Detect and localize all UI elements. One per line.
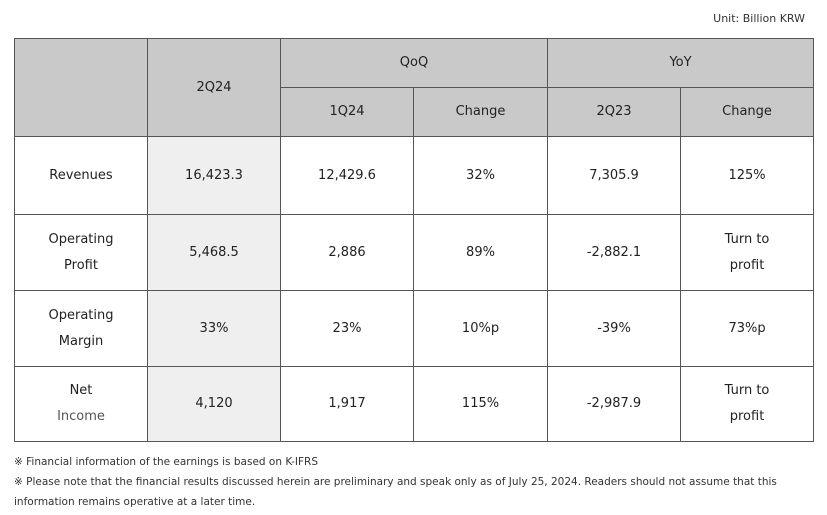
row-label-line: Margin [58, 333, 104, 349]
footnote: ※ Please note that the financial results… [14, 476, 777, 508]
row-label-operating-profit: Operating Profit [14, 214, 148, 291]
cell-qoq-change: 10%p [412, 290, 549, 367]
cell-yoy-change: 73%p [680, 290, 815, 367]
cell-yoy-change-line: Turn to [724, 231, 770, 247]
cell-qoq-prev: 23% [280, 290, 414, 367]
cell-yoy-change-line: 125% [728, 167, 766, 183]
header-row-2: 1Q24 Change 2Q23 Change [15, 87, 815, 137]
earnings-table: 2Q24 QoQ YoY 1Q24 Change 2Q23 Change Rev… [14, 38, 815, 442]
cell-qoq-change: 89% [412, 214, 549, 291]
header-yoy: YoY [547, 38, 815, 88]
cell-current: 33% [147, 290, 281, 367]
footnotes: ※ Financial information of the earnings … [14, 452, 804, 512]
header-row-1: 2Q24 QoQ YoY [14, 38, 815, 137]
row-label-operating-margin: Operating Margin [14, 290, 148, 367]
header-yoy-prev: 2Q23 [547, 87, 682, 137]
header-yoy-change: Change [680, 87, 815, 137]
unit-label: Unit: Billion KRW [713, 12, 805, 25]
cell-yoy-change: Turn to profit [680, 366, 815, 442]
header-corner [14, 38, 148, 137]
row-label-line: Net [69, 383, 93, 398]
row-label-line: Profit [64, 257, 98, 273]
row-label-line: Revenues [49, 167, 113, 183]
cell-yoy-change: Turn to profit [680, 214, 815, 291]
table-row: Operating Margin 33% 23% 10%p -39% 73%p [14, 290, 815, 367]
header-current-period: 2Q24 [147, 38, 281, 137]
row-label-line: Income [57, 409, 105, 424]
footnote: ※ Financial information of the earnings … [14, 456, 318, 468]
header-qoq-prev: 1Q24 [280, 87, 414, 137]
row-label-line: Operating [48, 307, 114, 323]
header-qoq: QoQ [279, 38, 549, 88]
cell-qoq-prev: 2,886 [280, 214, 414, 291]
row-label-line: Operating [48, 231, 114, 247]
cell-current: 5,468.5 [147, 214, 281, 291]
row-label-net-income: Net Income [14, 366, 148, 442]
cell-yoy-prev: -39% [547, 290, 682, 367]
cell-yoy-prev: -2,882.1 [547, 214, 682, 291]
cell-yoy-change-line: profit [729, 257, 765, 273]
cell-qoq-prev: 12,429.6 [280, 136, 414, 215]
cell-current: 16,423.3 [147, 136, 281, 215]
cell-qoq-change: 115% [412, 366, 549, 442]
cell-yoy-change: 125% [680, 136, 815, 215]
cell-qoq-change: 32% [412, 136, 549, 215]
cell-yoy-change-line: profit [729, 409, 765, 424]
cell-yoy-change-line: 73%p [728, 320, 766, 336]
table-row: Net Income 4,120 1,917 115% -2,987.9 Tur… [14, 366, 815, 442]
row-label-revenues: Revenues [14, 136, 148, 215]
cell-yoy-prev: 7,305.9 [547, 136, 682, 215]
cell-qoq-prev: 1,917 [280, 366, 414, 442]
cell-yoy-change-line: Turn to [724, 383, 770, 398]
cell-yoy-prev: -2,987.9 [547, 366, 682, 442]
cell-current: 4,120 [147, 366, 281, 442]
table-row: Operating Profit 5,468.5 2,886 89% -2,88… [14, 214, 815, 291]
table-row: Revenues 16,423.3 12,429.6 32% 7,305.9 1… [14, 136, 815, 215]
header-qoq-change: Change [412, 87, 549, 137]
